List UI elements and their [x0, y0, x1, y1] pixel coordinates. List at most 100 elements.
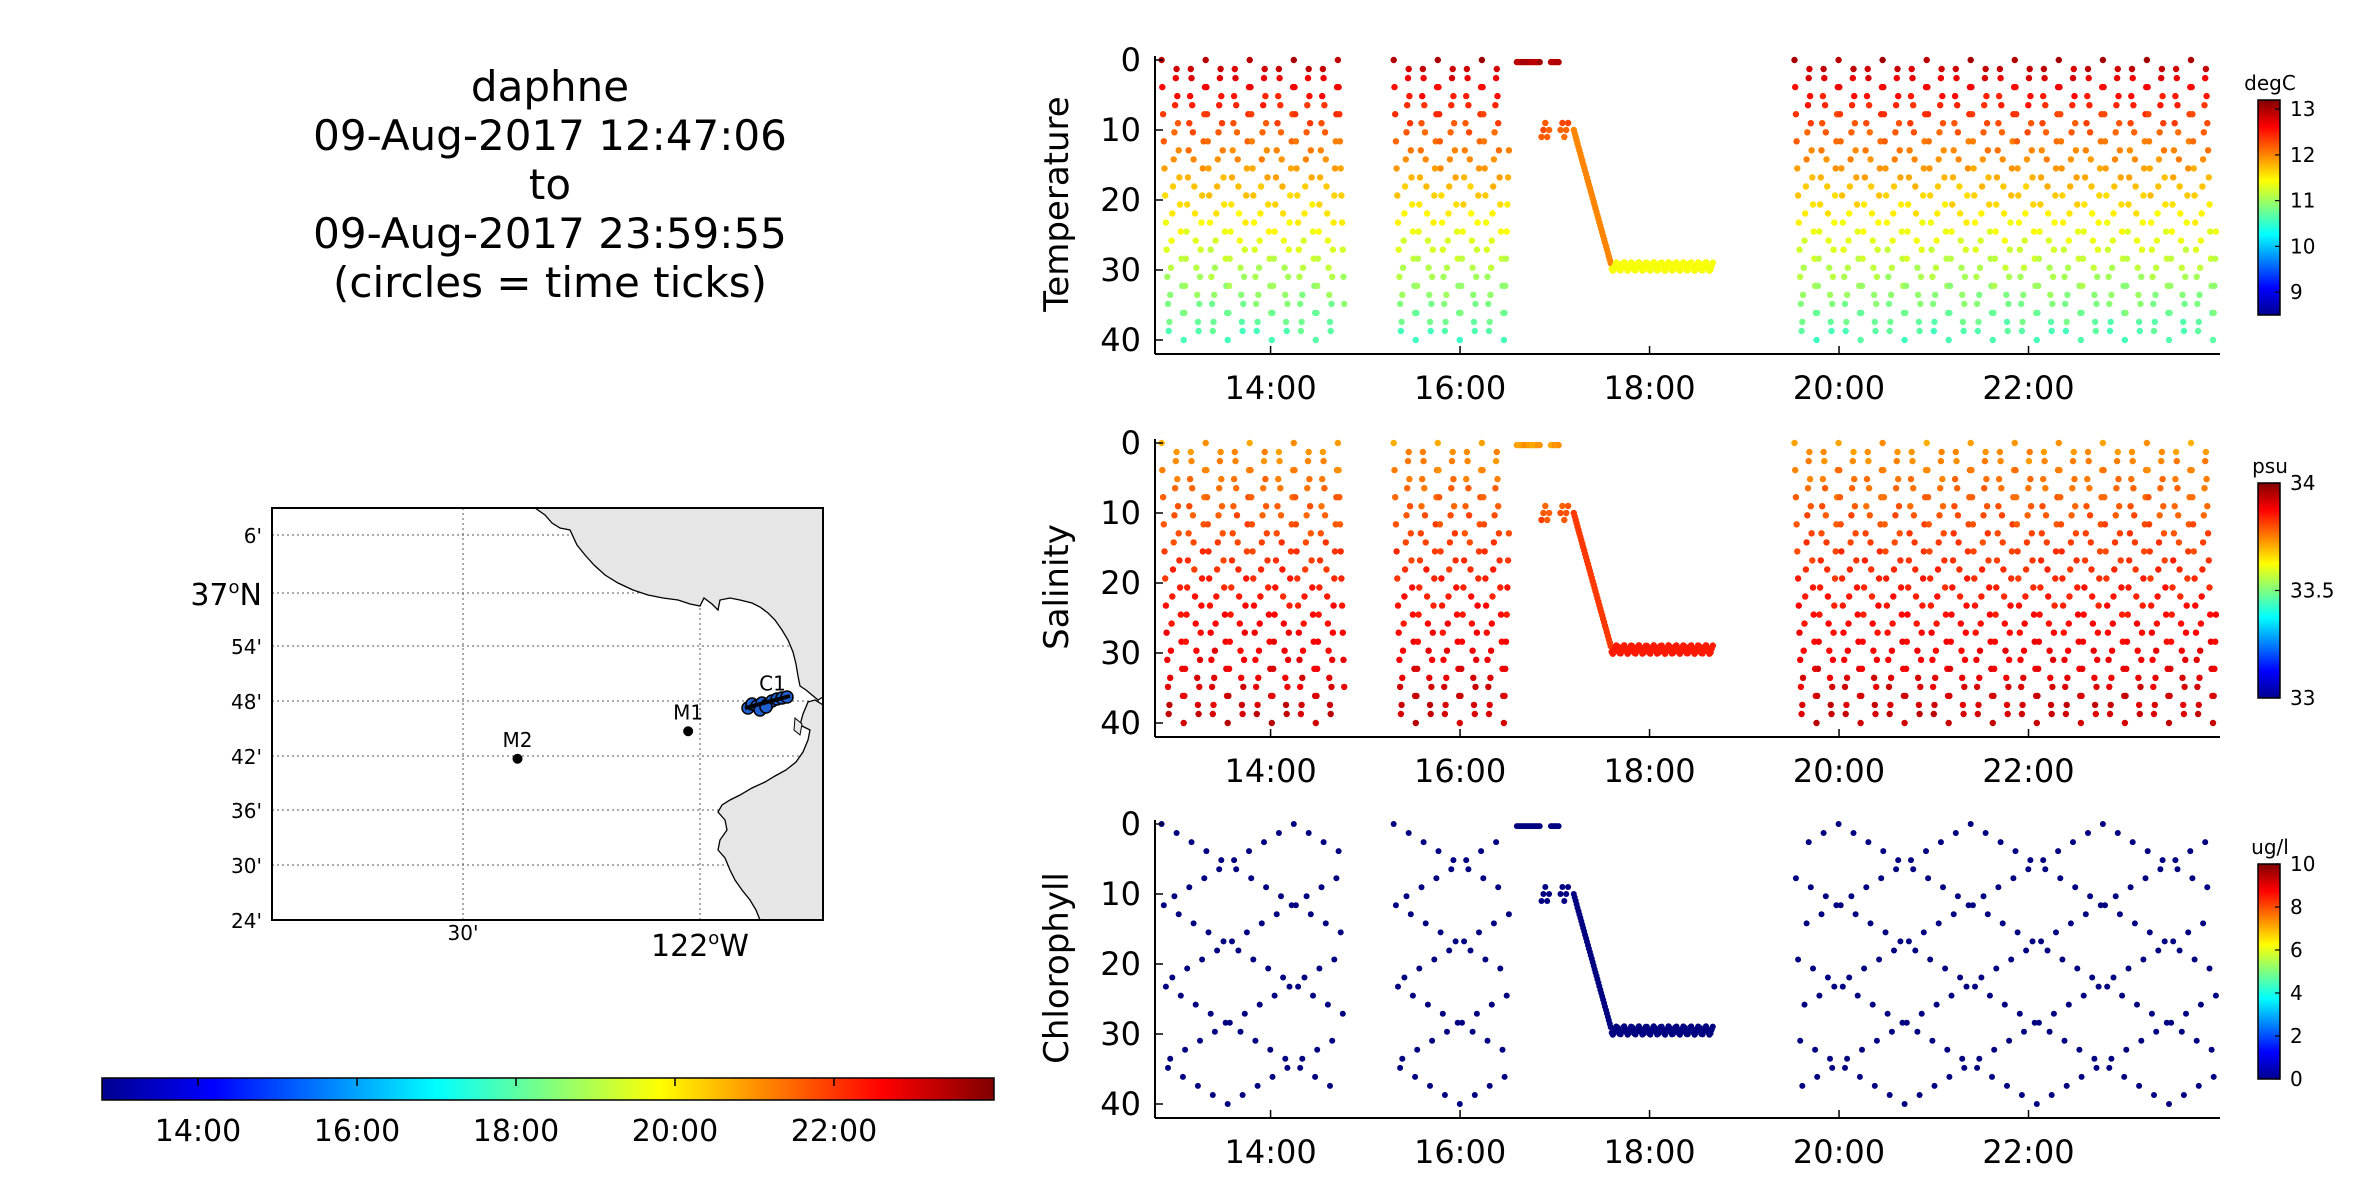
data-point: [1887, 701, 1894, 709]
data-point: [1224, 1101, 1231, 1107]
data-point: [1976, 647, 1984, 654]
data-point: [1260, 74, 1268, 82]
data-point: [1925, 875, 1932, 882]
data-point: [1211, 647, 1219, 654]
data-point: [2011, 439, 2019, 447]
data-point: [1837, 902, 1844, 909]
data-point: [1490, 539, 1498, 546]
data-point: [1983, 120, 1991, 127]
data-point: [1239, 710, 1246, 718]
x-tick-label: 22:00: [1982, 1133, 2074, 1171]
data-point: [2027, 120, 2035, 127]
data-point: [1176, 201, 1184, 208]
data-point: [2126, 530, 2134, 537]
colorbar-unit: ug/l: [2251, 835, 2289, 859]
data-point: [1442, 318, 1449, 326]
data-point: [2016, 629, 2024, 636]
data-point: [1275, 448, 1283, 456]
data-point: [1797, 273, 1804, 280]
data-point: [1287, 165, 1295, 172]
data-point: [1989, 1073, 1995, 1080]
data-point: [2150, 683, 2157, 691]
data-point: [2151, 1092, 2157, 1098]
data-point: [1275, 65, 1283, 73]
data-point: [1492, 457, 1500, 465]
data-point: [1973, 273, 1980, 280]
data-point: [1431, 192, 1438, 199]
data-point: [1446, 183, 1453, 190]
data-point: [2145, 138, 2153, 145]
data-point: [2206, 965, 2213, 972]
data-point: [1424, 1001, 1431, 1008]
data-point: [2114, 830, 2121, 836]
data-point: [1317, 147, 1325, 154]
data-point: [2031, 1019, 2038, 1026]
data-point: [1272, 201, 1279, 208]
data-point: [2159, 92, 2166, 100]
data-point: [1557, 891, 1564, 897]
data-point: [1819, 92, 1827, 100]
data-point: [1250, 219, 1258, 226]
data-point: [1175, 530, 1182, 537]
data-point: [2109, 237, 2116, 244]
data-point: [1201, 875, 1208, 882]
data-point: [1994, 147, 2001, 154]
data-point: [1495, 884, 1502, 891]
data-point: [2131, 156, 2139, 163]
data-point: [1942, 228, 1950, 235]
data-point: [1165, 1064, 1171, 1071]
data-point: [1232, 457, 1239, 465]
map-land: [533, 508, 823, 701]
data-point: [1425, 647, 1432, 654]
data-point: [1326, 674, 1333, 681]
data-point: [1809, 584, 1817, 591]
data-point: [1903, 638, 1911, 645]
data-point: [1796, 246, 1803, 253]
data-point: [2025, 102, 2032, 109]
data-point: [1977, 237, 1984, 244]
data-point: [2006, 629, 2014, 636]
data-point: [2011, 56, 2019, 64]
data-point: [1448, 102, 1455, 109]
data-point: [1883, 602, 1891, 609]
data-point: [2062, 327, 2070, 335]
data-point: [1968, 111, 1976, 118]
data-point: [1902, 309, 1909, 317]
data-point: [2005, 300, 2012, 308]
data-point: [1910, 512, 1918, 519]
data-point: [1486, 701, 1493, 709]
data-point: [1338, 575, 1345, 582]
data-point: [1561, 898, 1568, 904]
data-point: [1203, 111, 1211, 118]
data-point: [1497, 611, 1505, 618]
data-point: [1930, 710, 1938, 718]
data-point: [1409, 992, 1416, 999]
data-point: [2082, 911, 2089, 918]
data-point: [1981, 102, 1988, 109]
data-point: [1859, 638, 1866, 645]
data-point: [1927, 956, 1934, 963]
data-point: [1305, 830, 1312, 836]
data-point: [1416, 174, 1424, 181]
data-point: [2085, 457, 2092, 465]
data-point: [1895, 120, 1903, 127]
data-point: [1427, 1082, 1433, 1089]
data-point: [2003, 291, 2010, 298]
data-point: [2026, 448, 2033, 456]
start-time: 09-Aug-2017 12:47:06: [313, 111, 787, 160]
data-point: [1505, 147, 1513, 154]
data-point: [1976, 291, 1983, 298]
data-point: [1205, 165, 1212, 172]
data-point: [1275, 475, 1282, 483]
data-point: [1467, 566, 1474, 573]
data-point: [2023, 539, 2031, 546]
data-point: [1238, 318, 1246, 326]
data-point: [1473, 629, 1481, 636]
data-point: [1390, 56, 1397, 64]
data-point: [1982, 65, 1989, 73]
data-point: [1241, 246, 1249, 253]
data-point: [1942, 611, 1950, 618]
data-point: [1972, 246, 1979, 253]
data-point: [1932, 291, 1939, 298]
y-tick-label: 20: [1100, 945, 1141, 983]
